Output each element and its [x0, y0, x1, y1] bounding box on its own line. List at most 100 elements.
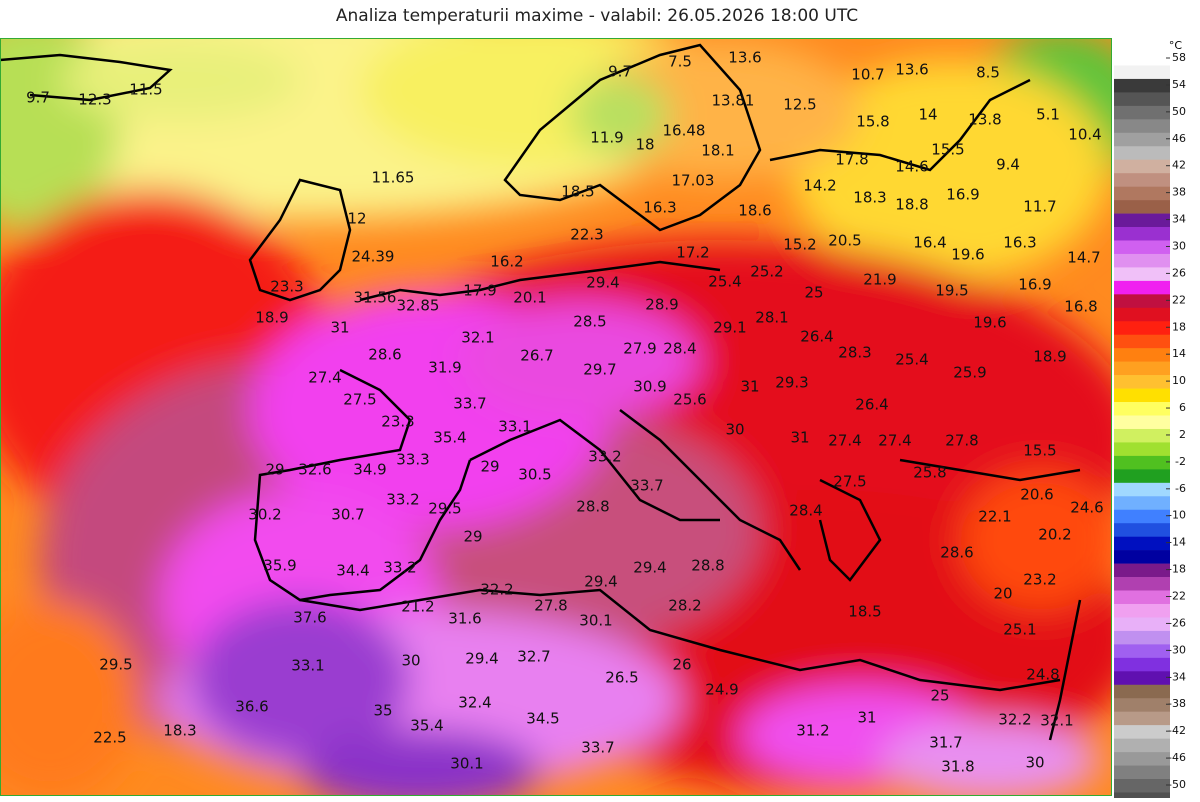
temperature-label: 33.1 — [498, 418, 531, 436]
legend-swatch — [1114, 240, 1170, 255]
legend-swatch — [1114, 711, 1170, 726]
temperature-label: 27.8 — [945, 432, 978, 450]
temperature-label: 5.1 — [1036, 106, 1060, 124]
legend-swatch — [1114, 213, 1170, 228]
temperature-label: 16.4 — [913, 234, 946, 252]
temperature-label: 9.7 — [26, 89, 50, 107]
temperature-label: 33.2 — [588, 448, 621, 466]
temperature-label: 28.4 — [663, 340, 696, 358]
temperature-label: 17.2 — [676, 244, 709, 262]
temperature-label: 13.6 — [728, 49, 761, 67]
legend-swatch — [1114, 52, 1170, 66]
temperature-label: 25 — [804, 284, 823, 302]
temperature-label: 9.7 — [608, 63, 632, 81]
legend-swatch — [1114, 105, 1170, 120]
legend-swatch — [1114, 482, 1170, 497]
legend-swatch — [1114, 752, 1170, 766]
temperature-label: 18.5 — [561, 183, 594, 201]
temperature-label: 28.2 — [668, 597, 701, 615]
temperature-label: 33.7 — [453, 395, 486, 413]
temperature-label: 32.85 — [397, 297, 440, 315]
temperature-label: 21.2 — [401, 598, 434, 616]
temperature-label: 11.9 — [590, 129, 623, 147]
temperature-label: 18.9 — [1033, 348, 1066, 366]
temperature-label: 28.6 — [368, 346, 401, 364]
temperature-label: 17.9 — [463, 282, 496, 300]
temperature-label: 32.1 — [461, 329, 494, 347]
temperature-label: 35.9 — [263, 557, 296, 575]
temperature-label: 16.2 — [490, 253, 523, 271]
temperature-label: 30.9 — [633, 378, 666, 396]
legend-tick-label: 22 — [1172, 293, 1186, 306]
legend-swatch — [1114, 428, 1170, 443]
temperature-label: 32.7 — [517, 648, 550, 666]
legend-swatch — [1114, 388, 1170, 403]
temperature-label: 13.81 — [712, 92, 755, 110]
legend-tick-label: 42 — [1172, 159, 1186, 172]
temperature-label: 29.7 — [583, 361, 616, 379]
temperature-label: 31 — [740, 378, 759, 396]
legend-swatch — [1114, 630, 1170, 645]
temperature-label: 22.1 — [978, 508, 1011, 526]
map-labels: 9.7 12.3 11.5 9.7 7.5 13.6 10.7 13.6 8.5 5.1 10.4 1… — [26, 49, 1104, 776]
temperature-label: 26.4 — [855, 396, 888, 414]
temperature-label: 14.2 — [803, 177, 836, 195]
temperature-label: 34.4 — [336, 562, 369, 580]
legend-tick-label: -50 — [1168, 778, 1186, 791]
legend-swatch — [1114, 523, 1170, 537]
temperature-label: 29 — [480, 458, 499, 476]
temperature-label: 30 — [725, 421, 744, 439]
temperature-label: 18.9 — [255, 309, 288, 327]
temperature-label: 16.3 — [1003, 234, 1036, 252]
temperature-label: 31.8 — [941, 758, 974, 776]
legend-swatch — [1114, 267, 1170, 282]
temperature-label: 26.7 — [520, 347, 553, 365]
temperature-label: 32.2 — [998, 711, 1031, 729]
legend-swatch — [1114, 294, 1170, 309]
legend-swatch — [1114, 577, 1170, 591]
temperature-label: 24.39 — [352, 248, 395, 266]
temperature-label: 26 — [672, 656, 691, 674]
legend-swatch — [1114, 227, 1170, 241]
legend-tick-label: 2 — [1179, 428, 1186, 441]
legend-swatch — [1114, 509, 1170, 524]
temperature-label: 36.6 — [235, 698, 268, 716]
temperature-label: 29.3 — [775, 374, 808, 392]
legend-tick-label: 58 — [1172, 51, 1186, 64]
legend-tick-label: -34 — [1168, 670, 1186, 683]
temperature-label: 27.5 — [343, 391, 376, 409]
temperature-label: 24.6 — [1070, 499, 1103, 517]
legend-swatch — [1114, 644, 1170, 659]
temperature-label: 30 — [1025, 754, 1044, 772]
temperature-label: 9.4 — [996, 156, 1020, 174]
temperature-label: 24.8 — [1026, 666, 1059, 684]
temperature-label: 25 — [930, 687, 949, 705]
temperature-label: 22.5 — [93, 729, 126, 747]
temperature-label: 35.4 — [433, 429, 466, 447]
map-frame — [0, 38, 1112, 796]
temperature-label: 25.9 — [953, 364, 986, 382]
temperature-label: 23.3 — [381, 413, 414, 431]
legend-swatch — [1114, 536, 1170, 551]
temperature-label: 20 — [993, 585, 1012, 603]
temperature-label: 31.7 — [929, 734, 962, 752]
legend-swatch — [1114, 603, 1170, 618]
temperature-label: 31 — [330, 319, 349, 337]
temperature-label: 29.5 — [428, 500, 461, 518]
temperature-label: 11.7 — [1023, 198, 1056, 216]
temperature-label: 18.1 — [701, 142, 734, 160]
temperature-label: 28.9 — [645, 296, 678, 314]
legend-swatch — [1114, 455, 1170, 470]
legend-swatch — [1114, 765, 1170, 780]
legend-tick-label: 14 — [1172, 347, 1186, 360]
legend-tick-label: 18 — [1172, 320, 1186, 333]
temperature-label: 18.5 — [848, 603, 881, 621]
temperature-label: 23.3 — [270, 278, 303, 296]
temperature-label: 27.5 — [833, 473, 866, 491]
temperature-label: 16.9 — [1018, 276, 1051, 294]
legend: °C 58 54 50 46 42 38 34 30 26 22 18 14 10 6 2 -2 -6 -10 -1… — [1112, 38, 1200, 802]
temperature-label: 18.3 — [853, 189, 886, 207]
temperature-label: 31 — [857, 709, 876, 727]
